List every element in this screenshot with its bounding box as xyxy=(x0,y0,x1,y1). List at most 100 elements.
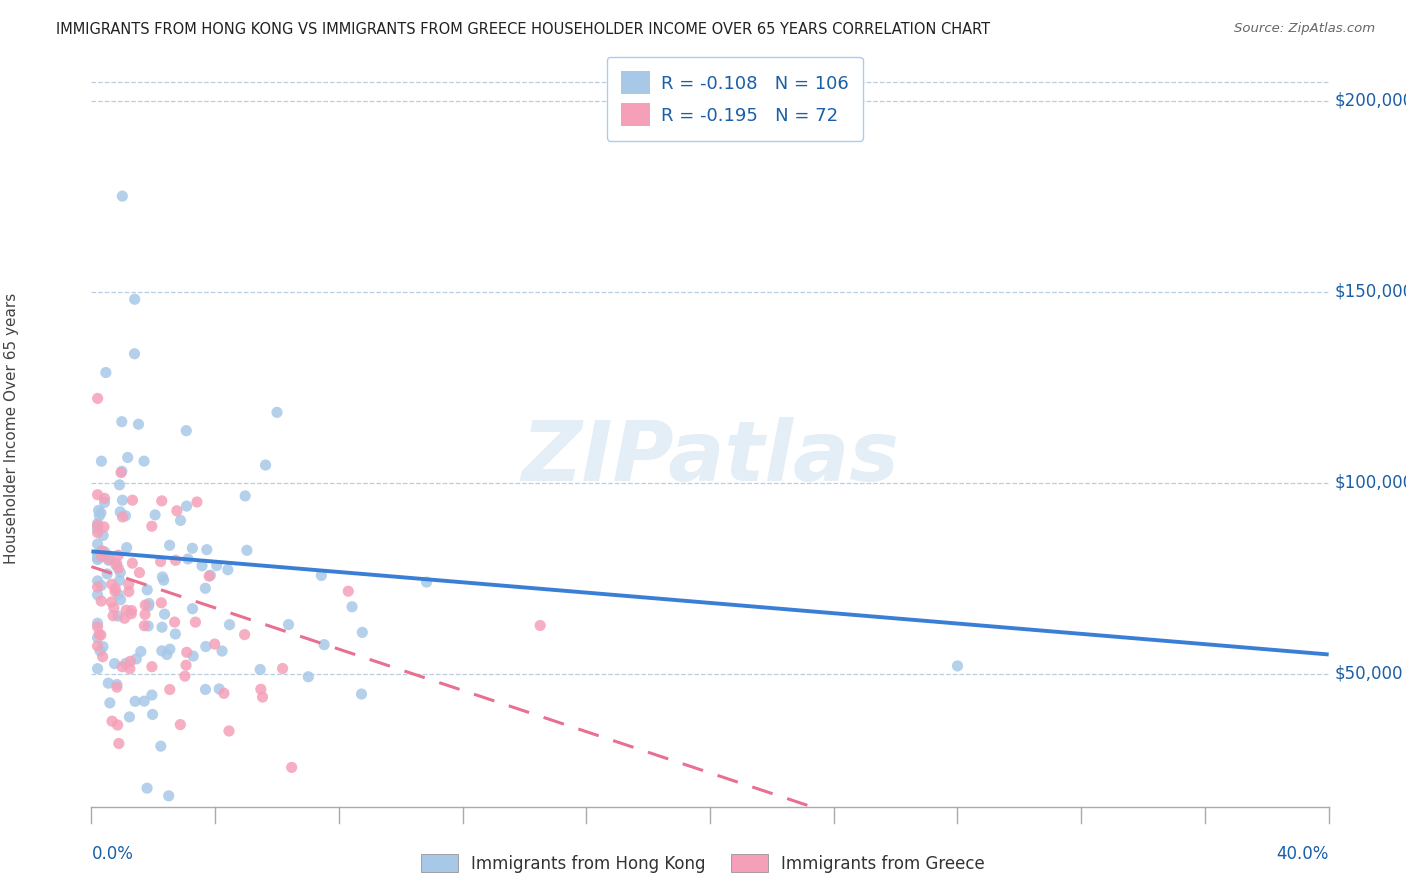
Point xyxy=(205,558,228,573)
Point xyxy=(86,616,108,631)
Point xyxy=(118,662,141,676)
Point xyxy=(121,603,143,617)
Point xyxy=(90,454,112,468)
Point xyxy=(90,578,112,592)
Point xyxy=(107,561,129,575)
Point xyxy=(86,516,108,531)
Point xyxy=(118,710,141,724)
Point xyxy=(121,556,143,570)
Point xyxy=(105,557,128,571)
Point xyxy=(86,550,108,565)
Point xyxy=(103,600,125,615)
Point xyxy=(115,603,138,617)
Point xyxy=(174,424,197,438)
Point xyxy=(136,582,159,597)
Point xyxy=(249,663,271,677)
Point xyxy=(236,543,259,558)
Point xyxy=(314,638,336,652)
Point xyxy=(195,542,218,557)
Text: 0.0%: 0.0% xyxy=(91,846,134,863)
Point xyxy=(86,639,108,653)
Point xyxy=(150,644,173,658)
Point xyxy=(250,682,273,697)
Point xyxy=(100,577,122,591)
Point xyxy=(90,628,112,642)
Point xyxy=(111,189,134,203)
Point xyxy=(174,669,197,683)
Text: $50,000: $50,000 xyxy=(1334,665,1403,682)
Point xyxy=(86,588,108,602)
Point xyxy=(120,607,142,621)
Point xyxy=(136,619,159,633)
Point xyxy=(86,392,108,406)
Point xyxy=(212,686,235,700)
Point xyxy=(100,595,122,609)
Point xyxy=(233,489,256,503)
Point xyxy=(107,718,129,732)
Point xyxy=(194,640,217,654)
Point xyxy=(89,508,111,523)
Point xyxy=(134,618,156,632)
Point xyxy=(86,522,108,536)
Point xyxy=(98,552,121,566)
Point xyxy=(141,659,163,673)
Point xyxy=(134,694,156,708)
Point xyxy=(340,599,363,614)
Point xyxy=(141,688,163,702)
Point xyxy=(117,450,139,465)
Point xyxy=(98,696,121,710)
Point xyxy=(194,682,217,697)
Point xyxy=(86,547,108,561)
Point xyxy=(91,528,114,542)
Point xyxy=(111,659,134,673)
Point xyxy=(94,366,117,380)
Point xyxy=(165,627,187,641)
Point xyxy=(156,648,179,662)
Point xyxy=(177,552,200,566)
Point xyxy=(104,582,127,596)
Point xyxy=(174,658,197,673)
Point xyxy=(159,538,181,552)
Point xyxy=(153,607,176,621)
Point xyxy=(134,607,156,622)
Point xyxy=(91,649,114,664)
Point xyxy=(252,690,274,704)
Point xyxy=(132,454,155,468)
Point xyxy=(89,644,111,658)
Point xyxy=(181,601,204,615)
Point xyxy=(96,550,118,565)
Point xyxy=(415,575,437,590)
Legend: R = -0.108   N = 106, R = -0.195   N = 72: R = -0.108 N = 106, R = -0.195 N = 72 xyxy=(606,56,863,141)
Point xyxy=(277,617,299,632)
Point xyxy=(204,637,226,651)
Point xyxy=(124,694,146,708)
Point xyxy=(217,563,239,577)
Point xyxy=(138,597,160,611)
Point xyxy=(169,513,191,527)
Point xyxy=(86,631,108,645)
Point xyxy=(86,488,108,502)
Point xyxy=(89,627,111,641)
Point xyxy=(107,548,129,562)
Point xyxy=(121,493,143,508)
Text: IMMIGRANTS FROM HONG KONG VS IMMIGRANTS FROM GREECE HOUSEHOLDER INCOME OVER 65 Y: IMMIGRANTS FROM HONG KONG VS IMMIGRANTS … xyxy=(56,22,990,37)
Point xyxy=(124,292,146,306)
Point xyxy=(128,566,150,580)
Point xyxy=(114,657,136,671)
Point xyxy=(211,644,233,658)
Point xyxy=(136,781,159,796)
Point xyxy=(311,568,333,582)
Point xyxy=(104,584,127,599)
Text: $200,000: $200,000 xyxy=(1334,92,1406,110)
Text: $150,000: $150,000 xyxy=(1334,283,1406,301)
Point xyxy=(108,574,131,588)
Point xyxy=(86,519,108,533)
Point xyxy=(150,596,173,610)
Point xyxy=(103,657,125,671)
Point xyxy=(101,714,124,728)
Point xyxy=(93,495,115,509)
Point xyxy=(149,739,172,754)
Point xyxy=(115,541,138,555)
Legend: Immigrants from Hong Kong, Immigrants from Greece: Immigrants from Hong Kong, Immigrants fr… xyxy=(415,847,991,880)
Point xyxy=(191,558,214,573)
